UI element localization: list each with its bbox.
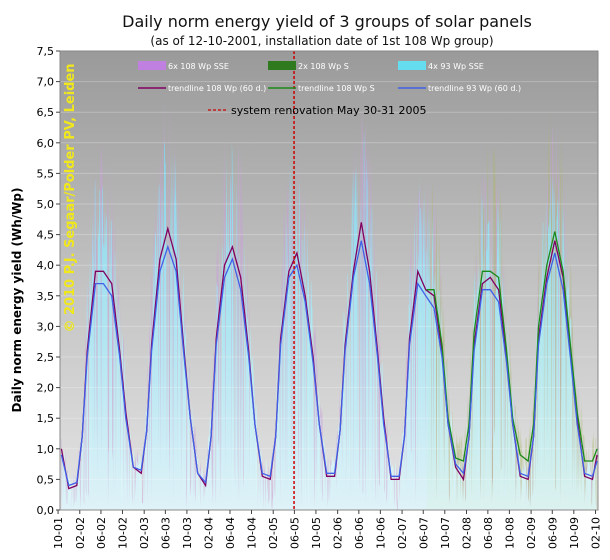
x-tick-label: 02-03 [138,517,151,549]
legend-label: trendline 108 Wp (60 d.) [168,84,266,93]
x-tick-label: 02-09 [525,517,538,549]
y-tick-label: 6,5 [37,106,55,119]
legend-swatch [268,61,296,70]
y-tick-label: 6,0 [37,137,55,150]
x-tick-label: 06-02 [95,517,108,549]
y-tick-label: 4,0 [37,259,55,272]
trendline-layer [60,222,598,490]
y-tick-label: 3,0 [37,320,55,333]
y-axis-label: Daily norm energy yield (Wh/Wp) [10,188,24,413]
y-tick-label: 4,5 [37,229,55,242]
legend-label: 2x 108 Wp S [298,62,349,71]
watermark: © 2010 P.J. Segaar/Polder PV, Leiden [63,63,78,332]
y-tick-label: 3,5 [37,290,55,303]
x-tick-label: 10-03 [181,517,194,549]
x-tick-label: 10-08 [503,517,516,549]
chart-subtitle: (as of 12-10-2001, installation date of … [150,34,493,48]
x-tick-label: 06-06 [353,517,366,549]
y-axis: 0,0 0,5 1,0 1,5 2,0 2,5 3,0 3,5 4,0 4,5 5,0 5,5 6,0 6… [37,45,60,517]
legend-label: trendline 108 Wp S [298,84,375,93]
y-tick-label: 5,5 [37,167,55,180]
y-tick-label: 7,5 [37,45,55,58]
x-tick-label: 02-07 [396,517,409,549]
x-tick-label: 10-05 [310,517,323,549]
x-tick-label: 06-07 [417,517,430,549]
x-tick-label: 06-05 [288,517,301,549]
x-tick-label: 02-08 [461,517,474,549]
x-tick-label: 02-05 [267,517,280,549]
y-tick-label: 5,0 [37,198,55,211]
chart-title: Daily norm energy yield of 3 groups of s… [122,12,532,31]
area-4x-93-wp-sse [61,130,597,510]
legend-label: 4x 93 Wp SSE [428,62,484,71]
y-tick-label: 2,0 [37,382,55,395]
y-tick-label: 7,0 [37,76,55,89]
x-tick-label: 02-02 [74,517,87,549]
x-tick-label: 10-02 [116,517,129,549]
y-tick-label: 2,5 [37,351,55,364]
x-tick-label: 06-08 [482,517,495,549]
legend-label: trendline 93 Wp (60 d.) [428,84,521,93]
x-tick-label: 06-09 [546,517,559,549]
x-tick-label: 10-07 [439,517,452,549]
y-tick-label: 0,5 [37,473,55,486]
x-tick-label: 06-03 [159,517,172,549]
x-axis: 10-01 02-02 06-02 10-02 02-03 06-03 10-03 02-04… [52,510,603,549]
trendline-trendline-93-wp-60-d [60,240,598,487]
legend-label: 6x 108 Wp SSE [168,62,229,71]
y-tick-label: 1,0 [37,443,55,456]
legend: 6x 108 Wp SSE 2x 108 Wp S 4x 93 Wp SSE tren… [138,61,521,117]
x-tick-label: 06-04 [224,517,237,549]
annotation-label: system renovation May 30-31 2005 [231,104,427,117]
x-tick-label: 02-06 [332,517,345,549]
x-tick-label: 10-06 [374,517,387,549]
gridlines [60,81,598,480]
x-tick-label: 02-10 [590,517,603,549]
legend-swatch [138,61,166,70]
plot-frame [59,50,599,511]
x-tick-label: 10-01 [52,517,65,549]
y-tick-label: 0,0 [37,504,55,517]
area-layer [61,91,598,510]
x-tick-label: 02-04 [203,517,216,549]
x-tick-label: 10-09 [568,517,581,549]
y-tick-label: 1,5 [37,412,55,425]
legend-swatch [398,61,426,70]
x-tick-label: 10-04 [246,517,259,549]
